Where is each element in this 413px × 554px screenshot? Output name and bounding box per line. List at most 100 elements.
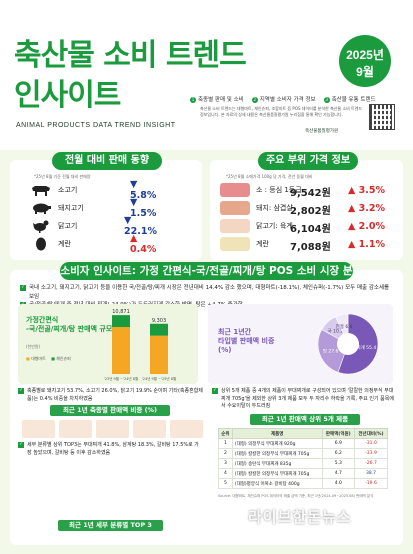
species-item [170, 420, 203, 438]
page-title-line2: 인사이트 [14, 78, 121, 113]
price-row: 계란 [220, 237, 269, 251]
source-note: Source: 대형마트, 체인슈퍼 POS 데이터의 매출 금액 기준, 최근… [218, 494, 374, 498]
check-icon: ✓ [18, 388, 24, 394]
sales-label: 닭고기 [58, 222, 78, 230]
species-item [22, 420, 55, 438]
table-row: 2 (대형) 칼칼한 의정부식 부대찌개 705g 6.2 -33.9 [218, 448, 388, 459]
bar-chart: 10,871 '23년 9월 ~'24년 8월 9,303 '24년 9월 ~'25년… [104, 309, 176, 381]
topic-list: 1 축종별 판매 및 소비 2 지역별 소비자 가격 정보 3 축산물 유통 트렌드 [190, 95, 376, 103]
sales-value: ▲ 0.4% [130, 233, 157, 255]
species-item [59, 420, 92, 438]
table-cell: 6.9 [321, 438, 356, 449]
topic-item: 3 축산물 유통 트렌드 [323, 97, 376, 103]
topic-number-icon: 3 [323, 97, 330, 103]
pie-slice-label: 찌개 55.4 [356, 344, 376, 351]
org-name: 축산물품질평가원 [305, 129, 339, 134]
sales-label: 계란 [58, 240, 71, 248]
bar-chart-title: 가정간편식 -국/전골/찌개/탕 판매액 규모 [26, 316, 113, 333]
intro-text: 축산물 소비 트렌드는 대형마트, 체인슈퍼, 조합마트 등 POS 데이터를 … [200, 106, 363, 117]
beef-sirloin-icon [220, 183, 250, 197]
check-icon: ✓ [18, 442, 24, 448]
bar-chart-unit: (천만원) [26, 344, 41, 349]
top3-subheading: 최근 1년 세부 분류별 TOP 3 [58, 520, 163, 531]
bar-chart-box: 가정간편식 -국/전골/찌개/탕 판매액 규모 (천만원) ■ 대형마트 ■ 체… [18, 304, 198, 384]
sales-label: 소고기 [58, 186, 78, 194]
species-item [96, 420, 129, 438]
sales-value: ▼ 22.1% [124, 215, 157, 237]
table-cell: (대형) 의정부식 부대찌개 920g [231, 438, 323, 449]
page-title-line1: 축산물 소비 트렌드 [14, 38, 247, 73]
egg-icon [36, 237, 46, 251]
pie-chart-box: 최근 1년간 타입별 판매액 비중 (%) 찌개 55.4 탕 27.6 국 10.… [208, 304, 393, 384]
table-row: 4 (대형) 칼칼한 의정부식 부대찌개 705g 4.7 38.7 [218, 468, 388, 479]
species-item [133, 420, 166, 438]
sales-value: ▼ 1.5% [130, 197, 157, 219]
price-change: ▲ 1.1% [348, 239, 385, 250]
table-cell: 4.7 [321, 468, 356, 479]
sales-label: 돼지고기 [58, 204, 84, 212]
pie-slice-label: 탕 27.6 [323, 348, 339, 355]
bullet-item: ✓ 국내 소고기, 돼지고기, 닭고기 등을 이용한 국/전골/탕/찌개 시장은 … [20, 285, 390, 300]
price-row: 닭고기: 육계 [220, 219, 293, 233]
table-cell: -19.6 [354, 478, 388, 489]
bar-segment [150, 335, 168, 374]
sales-row: 소고기 ▼ 5.8% [30, 179, 156, 201]
price-label: 소 : 등심 1등급 [256, 186, 302, 194]
table-cell: -26.7 [354, 458, 388, 469]
price-change: ▲ 3.2% [348, 203, 385, 214]
table-header: 제품명 [231, 428, 323, 439]
pie-slice-label: 국 10.2 [328, 328, 344, 334]
bar-total-label: 9,303 [152, 318, 166, 324]
table-cell: 4 [218, 468, 233, 479]
table-cell: 5.3 [321, 458, 356, 469]
price-value: 2,802원 [290, 206, 331, 217]
table-cell: 3 [218, 458, 233, 469]
price-change: ▲ 3.5% [348, 185, 385, 196]
bar-segment [150, 323, 168, 336]
table-cell: -31.0 [354, 438, 388, 449]
species-subheading: 최근 1년 축종별 판매액 비중 (%) [50, 405, 170, 416]
table-row: 3 (대형) 송탄식 부대찌개 835g 5.3 -26.7 [218, 458, 388, 469]
top5-subheading: 최근 1년 판매액 상위 5개 제품 [250, 414, 360, 425]
price-heading: 주요 부위 가격 정보 [258, 152, 358, 170]
table-cell: -33.9 [354, 448, 388, 459]
sales-row: 닭고기 ▼ 22.1% [30, 215, 157, 237]
table-cell: 2 [218, 448, 233, 459]
price-label: 계란 [256, 240, 269, 248]
table-header: 판매액(억원) [321, 428, 356, 439]
price-change: ▲ 2.0% [348, 221, 385, 232]
table-cell: (대형) 칼칼한 의정부식 부대찌개 705g [231, 468, 323, 479]
table-header: 전년대비(%) [354, 428, 388, 439]
table-cell: 5 [218, 478, 233, 489]
topic-item: 2 지역별 소비자 가격 정보 [251, 97, 316, 103]
table-body: 1 (대형) 의정부식 부대찌개 920g 6.9 -31.0 2 (대형) 칼칼한 의정… [218, 438, 388, 489]
bar-segment [112, 327, 130, 374]
pie-chart-title: 최근 1년간 타입별 판매액 비중 (%) [218, 328, 275, 354]
sales-row: 계란 ▲ 0.4% [30, 233, 156, 255]
table-cell: (대형) 칼칼한 의정부식 부대찌개 705g [231, 448, 323, 459]
chicken-icon [33, 220, 49, 233]
subtitle-en: ANIMAL PRODUCTS DATA TREND INSIGHT [16, 122, 176, 129]
pig-icon [33, 203, 51, 214]
price-note: *25년 8월 소매가격 100g 당 가격, 전년 동월 대비 [226, 174, 313, 179]
check-icon: ✓ [20, 285, 26, 291]
species-row [22, 420, 203, 438]
sales-row: 돼지고기 ▼ 1.5% [30, 197, 156, 219]
bar-category-label: '23년 9월 ~'24년 8월 [104, 376, 138, 381]
qr-code-icon[interactable] [369, 104, 395, 130]
table-row: 5 (대형)평양식 어복소 갈비탕 400g 4.0 -19.6 [218, 478, 388, 489]
pork-belly-icon [220, 201, 250, 215]
table-cell: 6.2 [321, 448, 356, 459]
price-value: 7,088원 [290, 242, 331, 253]
price-row: 돼지: 삼겹살 [220, 201, 293, 215]
top5-text: ✓ 상위 5개 제품 중 4개의 제품이 부대찌개로 구성되어 있으며 '칼칼한 … [212, 388, 394, 409]
top5-table: 순위 제품명 판매액(억원) 전년대비(%) 1 (대형) 의정부식 부대찌개 9… [218, 428, 388, 489]
date-badge: 2025년 9월 [339, 35, 391, 87]
price-value: 6,104원 [290, 224, 331, 235]
price-label: 닭고기: 육계 [256, 222, 293, 230]
species-text: ✓ 축종별로 돼지고기 53.7%, 소고기 26.0%, 닭고기 19.9% 순… [18, 388, 203, 402]
watermark: 라이브한돈뉴스 [248, 508, 352, 526]
pie-slice-label: 전골 6.8 [336, 323, 353, 330]
table-cell: (대형)평양식 어복소 갈비탕 400g [231, 478, 323, 489]
sales-note: *25년 8월 기준 전월 대비 판매량 [34, 174, 91, 179]
